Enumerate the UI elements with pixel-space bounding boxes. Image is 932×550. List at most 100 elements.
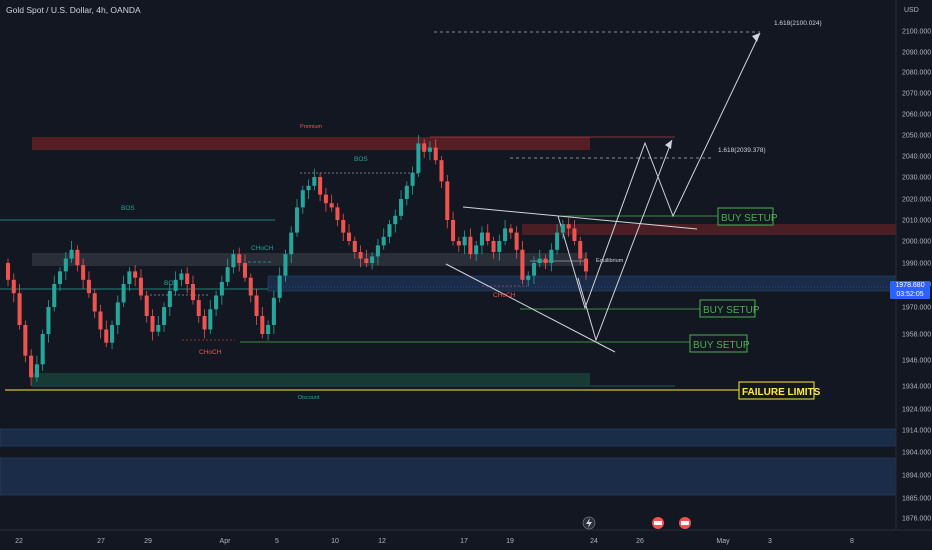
candle-body: [474, 245, 479, 255]
candle-body: [422, 143, 427, 152]
candle-body: [358, 252, 363, 259]
candle-body: [156, 325, 161, 332]
x-tick-label: 17: [460, 538, 468, 545]
candle-body: [341, 220, 346, 233]
candle-body: [75, 249, 80, 266]
earnings-icon-2[interactable]: [679, 517, 691, 529]
lower-demand-zone-2: [0, 457, 897, 496]
x-tick-label: 3: [768, 538, 772, 545]
candle-body: [323, 194, 328, 204]
discount-zone: [32, 373, 590, 385]
y-tick-label: 1990.000: [902, 261, 931, 268]
candle-body: [86, 279, 91, 294]
x-tick-label: 29: [144, 538, 152, 545]
y-tick-label: 1924.000: [902, 407, 931, 414]
candle-body: [277, 275, 282, 298]
current-price-value: 1978.680: [895, 282, 925, 289]
candle-body: [40, 334, 45, 365]
candle-body: [92, 293, 97, 312]
candle-body: [173, 279, 178, 291]
y-tick-label: 1934.000: [902, 384, 931, 391]
candle-body: [329, 203, 334, 208]
candle-body: [196, 300, 201, 316]
y-tick-label: 1970.000: [902, 305, 931, 312]
candle-body: [381, 236, 386, 246]
buy-setup-box-2: [699, 299, 756, 318]
discount-label: Discount: [298, 395, 320, 401]
candle-body: [34, 364, 39, 378]
candle-body: [231, 254, 236, 268]
x-tick-label: 19: [506, 538, 514, 545]
choch-label-2: CHoCH: [199, 349, 222, 356]
candle-body: [63, 258, 68, 272]
y-tick-label: 2100.000: [902, 29, 931, 36]
candle-body: [300, 190, 305, 208]
candle-body: [138, 277, 143, 296]
y-tick-label: 1885.000: [902, 496, 931, 503]
fib-label-2: 1.618(2039.378): [718, 147, 766, 154]
x-tick-label: Apr: [220, 538, 232, 545]
candle-body: [497, 241, 502, 252]
candle-body: [531, 263, 537, 276]
candle-body: [451, 220, 456, 241]
premium-label: Premium: [300, 124, 322, 130]
candle-body: [202, 316, 207, 330]
x-tick-label: 22: [15, 538, 23, 545]
wedge-lower: [445, 263, 616, 353]
candle-body: [520, 249, 525, 280]
candle-body: [81, 265, 86, 280]
y-tick-label: 2090.000: [902, 50, 931, 57]
candle-body: [485, 232, 490, 241]
demand-zone: [267, 275, 897, 292]
y-axis-ticks: 2100.000 2090.000 2080.000 2070.000 2060.000…: [902, 29, 931, 523]
x-tick-label: 26: [636, 538, 644, 545]
candle-body: [555, 232, 560, 250]
candle-body: [503, 228, 508, 241]
y-tick-label: 2020.000: [902, 197, 931, 204]
candle-body: [208, 309, 213, 330]
candle-body: [260, 316, 265, 334]
candle-body: [364, 258, 369, 263]
projection-path: [557, 32, 761, 310]
candle-body: [17, 293, 22, 325]
candle-body: [104, 329, 109, 343]
candle-body: [11, 279, 16, 294]
candle-body: [115, 302, 120, 325]
candle-body: [98, 311, 103, 330]
candle-body: [190, 284, 195, 301]
x-tick-label: 8: [850, 538, 854, 545]
current-price-tag: 1978.680 03:52:05: [890, 281, 930, 299]
y-tick-label: 1914.000: [902, 428, 931, 435]
lightning-icon[interactable]: [582, 516, 596, 530]
candle-body: [370, 256, 375, 263]
candle-body: [514, 232, 519, 250]
candle-body: [294, 207, 300, 233]
candle-body: [537, 258, 542, 263]
failure-limits-box: [738, 381, 815, 400]
supply-zone: [522, 224, 896, 235]
candle-body: [335, 207, 340, 220]
x-tick-label: 12: [378, 538, 386, 545]
candle-body: [393, 215, 398, 225]
equilibrium-zone: [32, 253, 587, 266]
earnings-icon-1[interactable]: [652, 517, 664, 529]
candle-body: [5, 263, 11, 280]
candle-body: [404, 185, 409, 199]
candle-body: [162, 307, 167, 325]
candle-body: [23, 325, 28, 356]
candle-body: [352, 241, 357, 252]
candle-body: [416, 143, 421, 173]
y-tick-label: 2030.000: [902, 175, 931, 182]
candle-body: [248, 277, 253, 296]
candle-body: [456, 241, 461, 246]
y-tick-label: 2040.000: [902, 154, 931, 161]
candle-body: [468, 236, 473, 255]
buy-setup-label-3: BUY SETUP: [693, 340, 750, 351]
bos-label-3: BOS: [354, 156, 368, 163]
candle-body: [462, 236, 467, 246]
candle-body: [549, 249, 554, 263]
candle-body: [560, 224, 565, 233]
bos-label-2: BOS: [164, 280, 178, 287]
y-tick-label: 2070.000: [902, 91, 931, 98]
